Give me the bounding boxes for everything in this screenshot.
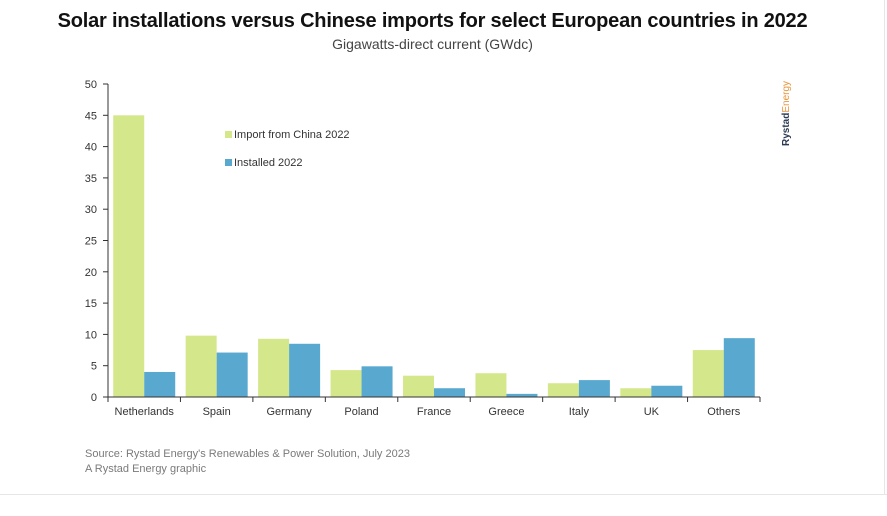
bar-import-poland xyxy=(330,370,362,397)
y-tick-label: 15 xyxy=(85,298,97,310)
bar-installed-france xyxy=(434,388,465,397)
source-note: Source: Rystad Energy's Renewables & Pow… xyxy=(85,447,410,477)
y-tick-label: 35 xyxy=(85,173,97,185)
x-tick-label: Germany xyxy=(266,406,312,418)
frame-divider-right xyxy=(884,0,885,495)
y-tick-label: 10 xyxy=(85,329,97,341)
x-tick-label: France xyxy=(417,406,451,418)
bar-installed-spain xyxy=(216,352,248,397)
logo-part-energy: Energy xyxy=(781,80,792,113)
rystad-logo: RystadEnergy xyxy=(781,81,792,146)
x-tick-label: Spain xyxy=(203,406,231,418)
x-axis-labels: Netherlands Spain Germany Poland France Greec… xyxy=(107,397,761,418)
bar-import-spain xyxy=(185,335,217,397)
bar-installed-italy xyxy=(578,380,610,397)
x-tick-label: Poland xyxy=(344,406,378,418)
x-tick-label: Greece xyxy=(488,406,524,418)
legend-swatch xyxy=(225,131,232,138)
bar-import-greece xyxy=(475,373,507,397)
x-tick-label: Netherlands xyxy=(115,406,175,418)
bar-installed-netherlands xyxy=(144,371,176,397)
chart-subtitle: Gigawatts-direct current (GWdc) xyxy=(332,36,533,52)
y-tick-label: 50 xyxy=(85,79,97,91)
bar-installed-greece xyxy=(506,393,538,397)
y-tick-label: 45 xyxy=(85,110,97,122)
y-tick-label: 0 xyxy=(91,392,97,404)
legend: Import from China 2022 Installed 2022 xyxy=(225,129,350,169)
bar-installed-others xyxy=(723,338,755,397)
y-axis-ticks: 0 5 10 15 20 25 30 35 40 45 50 xyxy=(85,79,108,404)
source-line: Source: Rystad Energy's Renewables & Pow… xyxy=(85,448,410,460)
y-tick-label: 20 xyxy=(85,267,97,279)
bar-import-germany xyxy=(258,338,290,397)
x-tick-label: UK xyxy=(644,406,660,418)
frame-divider-bottom xyxy=(0,494,887,495)
bar-import-others xyxy=(692,350,724,397)
chart-title: Solar installations versus Chinese impor… xyxy=(57,10,808,32)
legend-swatch xyxy=(225,159,232,166)
x-tick-label: Others xyxy=(707,406,741,418)
bar-installed-poland xyxy=(361,366,393,397)
bar-import-netherlands xyxy=(113,115,145,398)
legend-label: Import from China 2022 xyxy=(234,129,350,141)
x-tick-label: Italy xyxy=(569,406,590,418)
bar-import-uk xyxy=(620,388,652,397)
logo-part-rystad: Rystad xyxy=(781,112,792,146)
y-tick-label: 40 xyxy=(85,142,97,154)
y-tick-label: 5 xyxy=(91,361,97,373)
y-tick-label: 25 xyxy=(85,236,97,248)
credit-line: A Rystad Energy graphic xyxy=(85,463,207,475)
legend-label: Installed 2022 xyxy=(234,157,303,169)
bar-import-italy xyxy=(547,383,579,397)
bar-installed-germany xyxy=(289,343,321,397)
y-tick-label: 30 xyxy=(85,204,97,216)
bar-import-france xyxy=(403,375,434,397)
bar-installed-uk xyxy=(651,385,683,397)
bars xyxy=(113,115,755,398)
